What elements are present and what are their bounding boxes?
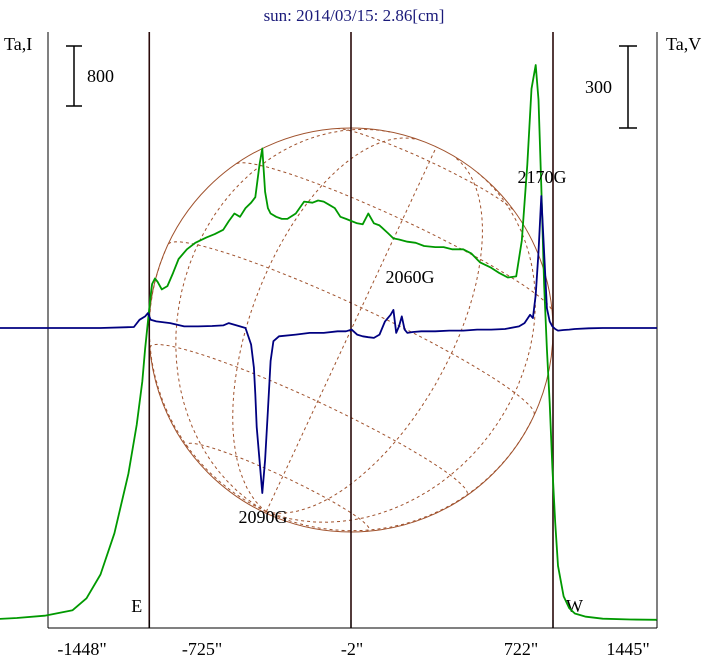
series-layer xyxy=(0,64,658,621)
disk-grid-line xyxy=(236,162,553,311)
x-ticks: -1448" -725" -2" 722" 1445" xyxy=(57,620,658,659)
disk-grid-line xyxy=(266,172,536,523)
east-limb-label: E xyxy=(131,596,142,616)
series-stokes-v xyxy=(0,195,657,494)
scale-bar-right: 300 xyxy=(585,45,637,129)
disk-grid-line xyxy=(149,343,468,496)
scale-bar-left: 800 xyxy=(66,45,114,107)
y-axis-label-right: Ta,V xyxy=(666,34,701,54)
scale-label-right: 300 xyxy=(585,77,612,97)
flux-annotation: 2170G xyxy=(518,167,567,187)
disk-grid-line xyxy=(175,128,391,513)
flux-annotation: 2060G xyxy=(386,267,435,287)
west-limb-label: W xyxy=(566,596,583,616)
x-tick-label: -2" xyxy=(341,639,363,659)
y-axis-label-left: Ta,I xyxy=(4,34,32,54)
x-tick-label: -725" xyxy=(182,639,222,659)
disk-grid-line xyxy=(336,128,515,212)
annotations: 2090G 2060G 2170G xyxy=(239,167,567,527)
disk-grid-line xyxy=(265,146,437,512)
disk-grid-line xyxy=(168,241,535,415)
disk-grid-line xyxy=(232,137,417,513)
flux-annotation: 2090G xyxy=(239,507,288,527)
chart-title: sun: 2014/03/15: 2.86[cm] xyxy=(264,6,445,25)
x-tick-label: -1448" xyxy=(57,639,106,659)
disk-grid-line xyxy=(266,156,483,514)
x-tick-label: 722" xyxy=(504,639,538,659)
disk-grid-line xyxy=(185,442,370,532)
series-stokes-i xyxy=(0,64,658,621)
x-tick-label: 1445" xyxy=(606,639,649,659)
scale-label-left: 800 xyxy=(87,66,114,86)
